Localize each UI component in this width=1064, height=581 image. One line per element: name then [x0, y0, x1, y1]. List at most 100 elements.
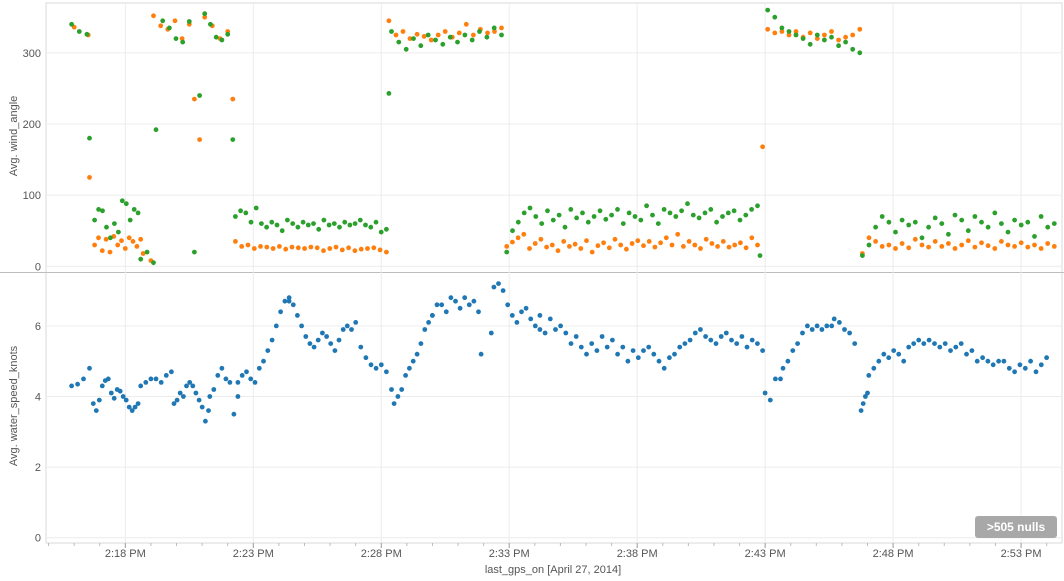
data-point[interactable]	[148, 376, 154, 382]
data-point[interactable]	[937, 344, 943, 350]
data-point[interactable]	[702, 210, 708, 216]
data-point[interactable]	[553, 327, 558, 332]
data-point[interactable]	[202, 11, 208, 17]
data-point[interactable]	[346, 245, 351, 251]
data-point[interactable]	[521, 231, 527, 237]
data-point[interactable]	[277, 244, 282, 249]
data-point[interactable]	[871, 365, 877, 371]
data-point[interactable]	[549, 242, 555, 248]
data-point[interactable]	[180, 39, 186, 45]
data-point[interactable]	[138, 256, 144, 262]
data-point[interactable]	[103, 236, 109, 242]
data-point[interactable]	[866, 373, 872, 378]
data-point[interactable]	[395, 394, 401, 399]
data-point[interactable]	[1028, 358, 1033, 364]
data-point[interactable]	[574, 215, 579, 221]
data-point[interactable]	[519, 309, 524, 315]
data-point[interactable]	[87, 365, 92, 371]
data-point[interactable]	[641, 348, 646, 353]
data-point[interactable]	[285, 217, 290, 223]
data-point[interactable]	[389, 29, 394, 34]
data-point[interactable]	[1032, 234, 1037, 239]
data-point[interactable]	[174, 397, 180, 403]
data-point[interactable]	[357, 217, 363, 223]
data-point[interactable]	[921, 341, 927, 346]
data-point[interactable]	[641, 243, 646, 249]
data-point[interactable]	[822, 32, 827, 38]
data-point[interactable]	[965, 238, 971, 244]
data-point[interactable]	[906, 222, 912, 228]
data-point[interactable]	[959, 242, 965, 248]
data-point[interactable]	[239, 244, 245, 249]
data-point[interactable]	[462, 295, 468, 301]
data-point[interactable]	[996, 358, 1001, 364]
data-point[interactable]	[1012, 217, 1017, 223]
data-point[interactable]	[418, 43, 424, 49]
data-point[interactable]	[899, 241, 905, 246]
data-point[interactable]	[527, 246, 532, 251]
data-point[interactable]	[669, 242, 675, 248]
data-point[interactable]	[879, 244, 885, 249]
data-point[interactable]	[368, 224, 374, 230]
data-point[interactable]	[131, 207, 137, 212]
data-point[interactable]	[215, 373, 221, 378]
data-point[interactable]	[69, 21, 74, 27]
data-point[interactable]	[75, 381, 80, 387]
data-point[interactable]	[428, 37, 434, 43]
data-point[interactable]	[780, 365, 786, 371]
data-point[interactable]	[646, 344, 652, 350]
data-point[interactable]	[92, 217, 97, 223]
data-point[interactable]	[891, 348, 897, 353]
data-point[interactable]	[814, 323, 820, 329]
data-point[interactable]	[814, 36, 820, 41]
data-point[interactable]	[652, 244, 658, 250]
data-point[interactable]	[316, 226, 322, 232]
data-point[interactable]	[873, 224, 878, 230]
data-point[interactable]	[860, 253, 865, 258]
data-point[interactable]	[414, 31, 420, 37]
data-point[interactable]	[332, 348, 338, 353]
data-point[interactable]	[339, 247, 345, 253]
data-point[interactable]	[252, 380, 258, 385]
data-point[interactable]	[561, 239, 567, 244]
data-point[interactable]	[755, 242, 760, 248]
data-point[interactable]	[231, 411, 237, 417]
data-point[interactable]	[153, 376, 159, 382]
data-point[interactable]	[107, 249, 113, 255]
data-point[interactable]	[290, 302, 296, 308]
data-point[interactable]	[233, 239, 238, 244]
data-point[interactable]	[84, 31, 90, 37]
data-point[interactable]	[779, 29, 785, 34]
data-point[interactable]	[235, 394, 241, 399]
data-point[interactable]	[227, 380, 233, 385]
data-point[interactable]	[932, 341, 937, 346]
data-point[interactable]	[720, 214, 725, 219]
data-point[interactable]	[644, 203, 649, 209]
data-point[interactable]	[87, 175, 92, 180]
data-point[interactable]	[90, 401, 96, 406]
data-point[interactable]	[399, 387, 405, 392]
data-point[interactable]	[965, 228, 971, 234]
data-point[interactable]	[187, 380, 193, 385]
data-point[interactable]	[377, 247, 383, 253]
data-point[interactable]	[167, 25, 172, 31]
data-point[interactable]	[105, 376, 111, 382]
data-point[interactable]	[946, 241, 951, 246]
data-point[interactable]	[836, 37, 841, 43]
data-point[interactable]	[609, 212, 614, 218]
data-point[interactable]	[760, 348, 765, 353]
data-point[interactable]	[391, 401, 397, 406]
data-point[interactable]	[916, 337, 922, 343]
data-point[interactable]	[942, 341, 948, 346]
data-point[interactable]	[108, 235, 113, 241]
data-point[interactable]	[618, 242, 624, 248]
data-point[interactable]	[572, 241, 578, 247]
data-point[interactable]	[793, 32, 799, 38]
data-point[interactable]	[363, 222, 368, 228]
data-point[interactable]	[230, 137, 236, 143]
data-point[interactable]	[767, 397, 773, 403]
data-point[interactable]	[462, 32, 468, 38]
data-point[interactable]	[192, 249, 197, 255]
data-point[interactable]	[926, 244, 931, 250]
data-point[interactable]	[556, 212, 562, 218]
